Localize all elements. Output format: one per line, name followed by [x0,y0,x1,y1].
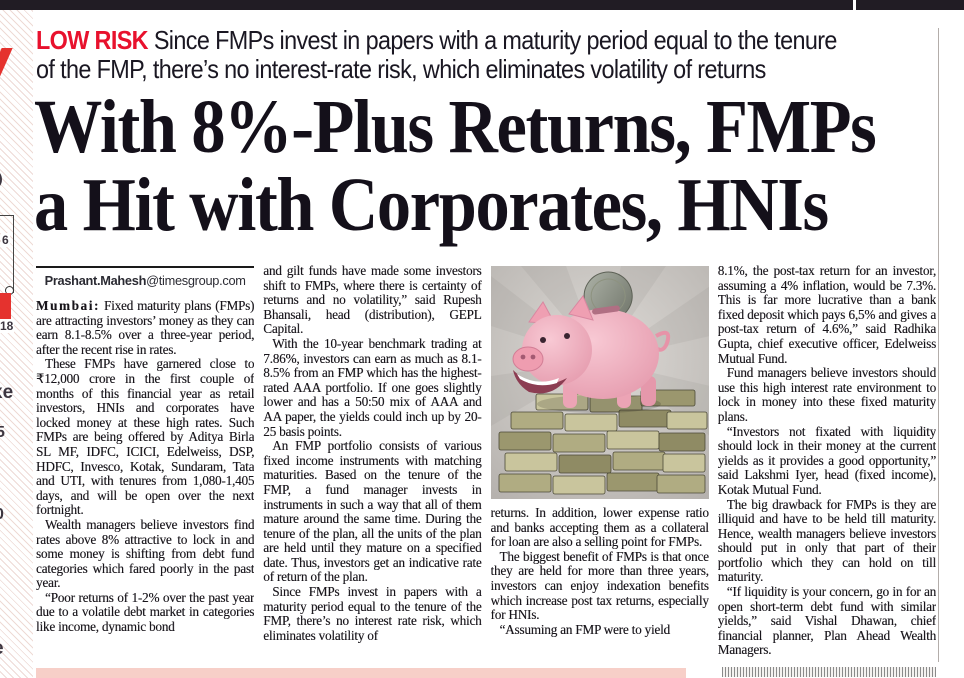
paragraph: and gilt funds have made some investors … [263,264,482,337]
margin-chart-axis-fragment [0,215,14,216]
standfirst-line1: Since FMPs invest in papers with a matur… [147,25,838,55]
paragraph: With the 10-year benchmark trading at 7.… [263,335,482,439]
paragraph: Wealth managers believe investors find r… [36,516,255,591]
paragraph: Fund managers believe investors should u… [717,365,936,424]
kicker-low-risk: LOW RISK [36,25,149,55]
margin-fragment: xe [0,382,14,403]
margin-chart-bar-fragment [0,293,11,319]
column-2: and gilt funds have made some investors … [263,264,481,664]
piggy-bank-illustration [490,266,709,495]
page-edge-rule [938,28,939,662]
margin-fragment: 6 [1,233,10,247]
column-4: 8.1%, the post-tax return for an investo… [718,264,936,664]
paragraph-text: Fixed maturity plans (FMPs) are attracti… [36,298,255,357]
margin-fragment: e [0,638,4,660]
paragraph: These FMPs have garnered close to ₹12,00… [36,356,255,518]
margin-fragment: 18 [0,319,15,333]
margin-chart-axis-fragment [13,215,14,293]
dateline: Mumbai: [36,298,100,313]
headline-line1: With 8%-Plus Returns, FMPs [34,85,877,169]
bottom-hatch-divider [722,667,936,677]
paragraph: Since FMPs invest in papers with a matur… [263,584,482,643]
standfirst-line2: of the FMP, there’s no interest-rate ris… [36,54,766,84]
masthead-top-bar [0,0,964,10]
paragraph: The big drawback for FMPs is they are il… [717,496,936,585]
paragraph: An FMP portfolio consists of various fix… [263,438,482,585]
standfirst: LOW RISK Since FMPs invest in papers wit… [36,26,938,86]
paragraph: returns. In addition, lower expense rati… [490,505,709,550]
margin-red-mark [0,48,13,78]
margin-fragment: 0 [0,506,4,524]
piggy-bank-figure [490,266,709,499]
piggy-bank-icon [512,295,670,413]
headline: With 8%-Plus Returns, FMPs a Hit with Co… [34,88,938,248]
masthead-bar-notch [853,0,856,10]
left-page-margin: ) 6 18 xe 5 0 e [0,10,33,678]
paragraph: 8.1%, the post-tax return for an investo… [717,264,936,366]
byline-author: Prashant.Mahesh [44,273,147,288]
article-body: Prashant.Mahesh@timesgroup.com Mumbai: F… [36,264,936,664]
paragraph: “Assuming an FMP were to yield [499,621,671,637]
byline: Prashant.Mahesh@timesgroup.com [36,266,255,288]
paragraph: “If liquidity is your concern, go in for… [717,584,936,658]
paragraph: Mumbai: Fixed maturity plans (FMPs) are … [36,298,255,357]
column-1: Prashant.Mahesh@timesgroup.com Mumbai: F… [36,264,255,664]
margin-fragment: 5 [0,424,5,441]
bottom-pink-band [36,668,686,678]
column-3: returns. In addition, lower expense rati… [490,264,709,664]
headline-line2: a Hit with Corporates, HNIs [34,163,829,247]
paragraph: The biggest benefit of FMPs is that once… [490,548,709,623]
paragraph: “Investors not fixated with liquidity sh… [717,423,936,497]
byline-domain: @timesgroup.com [146,273,246,288]
margin-fragment: ) [0,170,3,186]
paragraph: “Poor returns of 1-2% over the past year… [36,589,255,635]
